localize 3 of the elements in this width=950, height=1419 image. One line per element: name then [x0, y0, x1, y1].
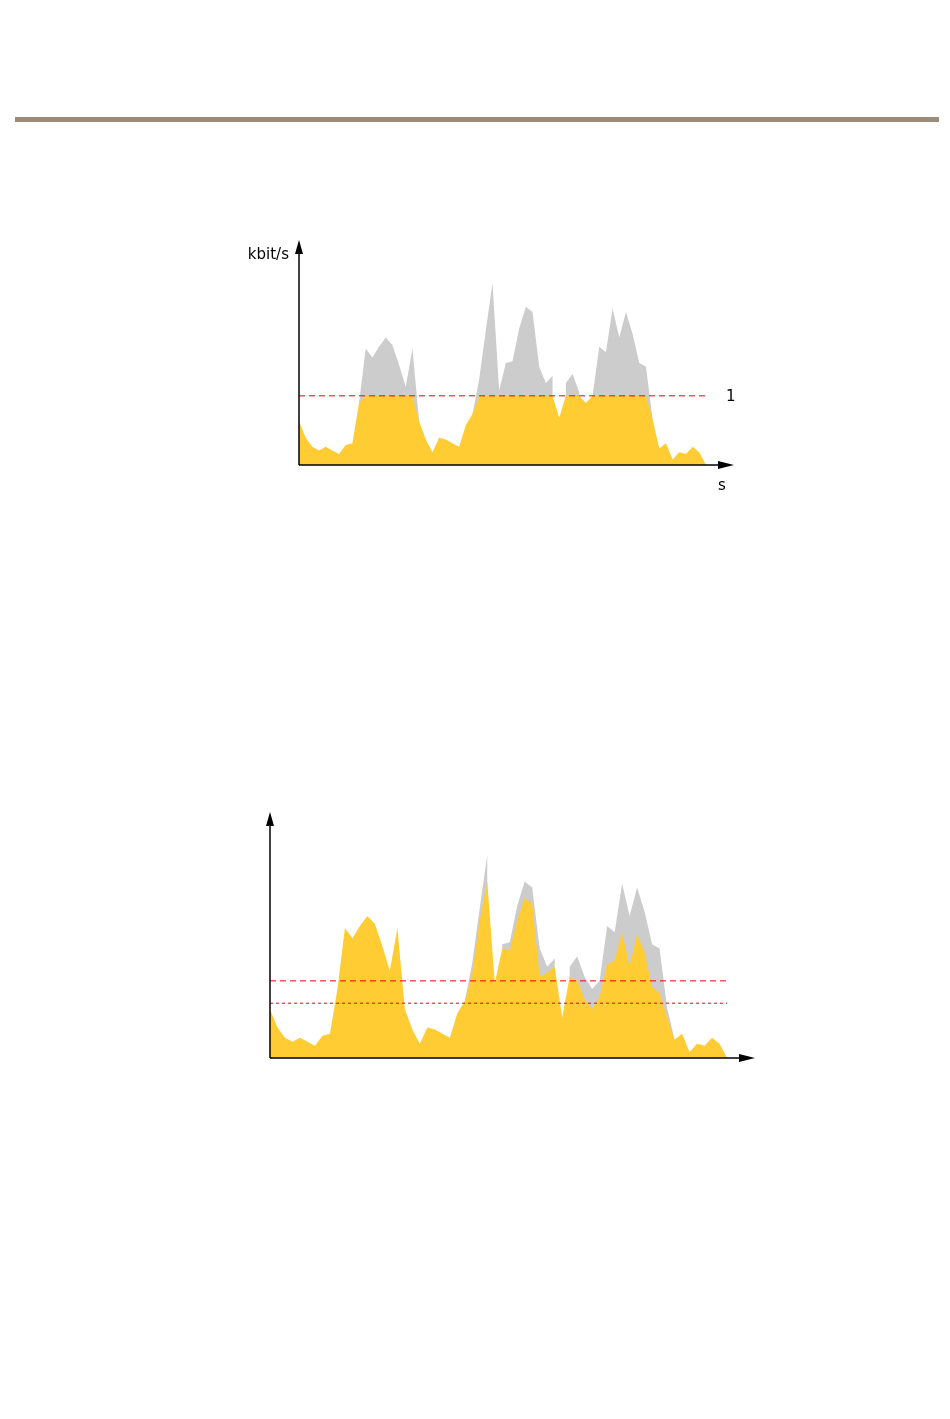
- x-axis-title: s: [718, 476, 727, 494]
- y-axis-title: kbit/s: [247, 245, 290, 263]
- text: 1: [726, 386, 736, 405]
